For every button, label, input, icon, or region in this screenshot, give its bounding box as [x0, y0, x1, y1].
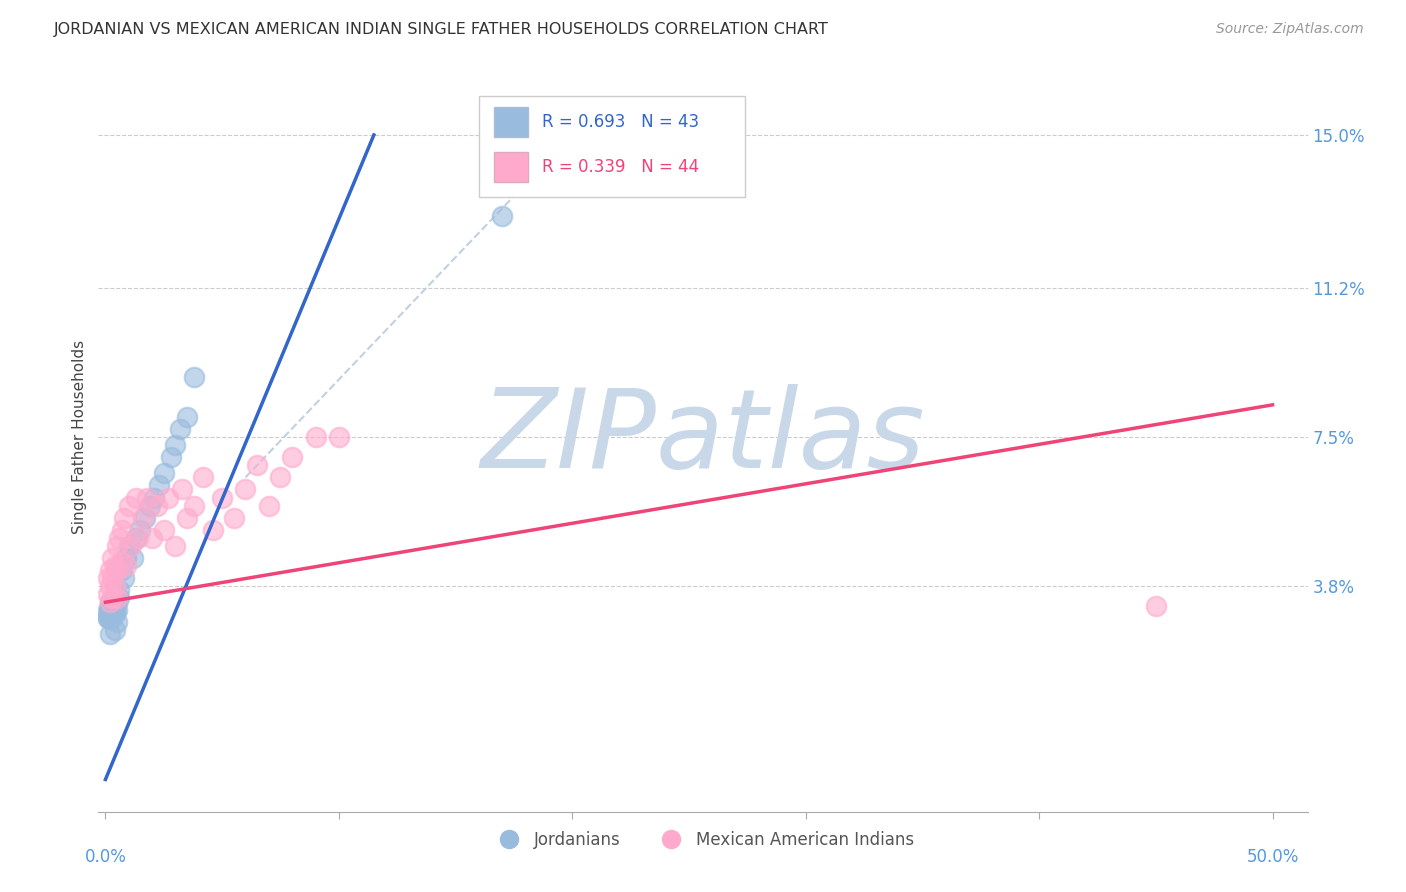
- Point: [152, 523, 174, 537]
- Point: [104, 603, 127, 617]
- Point: [97, 611, 120, 625]
- Point: [111, 555, 134, 569]
- Text: Source: ZipAtlas.com: Source: ZipAtlas.com: [1216, 22, 1364, 37]
- Point: [125, 491, 148, 505]
- Point: [98, 611, 121, 625]
- Point: [328, 430, 350, 444]
- Point: [97, 603, 120, 617]
- Point: [115, 559, 138, 574]
- Point: [112, 510, 135, 524]
- Point: [98, 627, 121, 641]
- Point: [193, 470, 215, 484]
- Point: [111, 563, 134, 577]
- Point: [165, 539, 187, 553]
- Point: [235, 483, 257, 497]
- Point: [98, 603, 121, 617]
- Point: [98, 599, 121, 614]
- Text: 0.0%: 0.0%: [84, 848, 127, 866]
- Y-axis label: Single Father Households: Single Father Households: [72, 340, 87, 534]
- Point: [97, 611, 120, 625]
- Point: [165, 438, 187, 452]
- Point: [269, 470, 291, 484]
- Point: [148, 478, 170, 492]
- Point: [176, 409, 198, 424]
- Point: [122, 550, 145, 565]
- Point: [105, 563, 128, 577]
- Point: [201, 523, 224, 537]
- Point: [97, 571, 120, 585]
- Point: [108, 583, 131, 598]
- Point: [111, 555, 134, 569]
- Point: [108, 531, 131, 545]
- Point: [157, 491, 180, 505]
- Point: [211, 491, 233, 505]
- Point: [97, 587, 120, 601]
- Point: [169, 422, 191, 436]
- Point: [132, 510, 155, 524]
- Point: [104, 624, 127, 638]
- Point: [105, 539, 128, 553]
- Point: [222, 510, 245, 524]
- Point: [183, 369, 205, 384]
- Point: [152, 467, 174, 481]
- Point: [98, 595, 121, 609]
- Point: [1144, 599, 1167, 614]
- Text: ZIPatlas: ZIPatlas: [481, 384, 925, 491]
- Point: [491, 209, 513, 223]
- FancyBboxPatch shape: [494, 107, 527, 137]
- Point: [104, 607, 127, 622]
- Point: [118, 499, 141, 513]
- Point: [101, 603, 124, 617]
- Point: [257, 499, 280, 513]
- Point: [105, 615, 128, 630]
- Legend: Jordanians, Mexican American Indians: Jordanians, Mexican American Indians: [485, 824, 921, 855]
- Point: [304, 430, 326, 444]
- Text: R = 0.339   N = 44: R = 0.339 N = 44: [543, 159, 699, 177]
- Point: [104, 599, 127, 614]
- Point: [176, 510, 198, 524]
- Point: [125, 531, 148, 545]
- Point: [246, 458, 269, 473]
- Point: [129, 523, 152, 537]
- Point: [112, 571, 135, 585]
- Point: [101, 607, 124, 622]
- Point: [115, 550, 138, 565]
- Point: [159, 450, 181, 465]
- Point: [97, 607, 120, 622]
- Text: JORDANIAN VS MEXICAN AMERICAN INDIAN SINGLE FATHER HOUSEHOLDS CORRELATION CHART: JORDANIAN VS MEXICAN AMERICAN INDIAN SIN…: [53, 22, 828, 37]
- Point: [108, 591, 131, 606]
- Point: [134, 510, 156, 524]
- Point: [101, 591, 124, 606]
- Point: [111, 523, 134, 537]
- Point: [98, 607, 121, 622]
- Point: [143, 491, 166, 505]
- Point: [172, 483, 194, 497]
- Point: [105, 591, 128, 606]
- Point: [141, 531, 163, 545]
- FancyBboxPatch shape: [479, 96, 745, 197]
- Point: [281, 450, 304, 465]
- Point: [127, 531, 149, 545]
- Point: [104, 579, 127, 593]
- Point: [101, 595, 124, 609]
- Point: [105, 603, 128, 617]
- Point: [98, 595, 121, 609]
- FancyBboxPatch shape: [494, 153, 527, 182]
- Point: [101, 550, 124, 565]
- Point: [101, 599, 124, 614]
- Point: [98, 579, 121, 593]
- Point: [146, 499, 169, 513]
- Text: 50.0%: 50.0%: [1246, 848, 1299, 866]
- Point: [120, 539, 142, 553]
- Point: [183, 499, 205, 513]
- Point: [104, 559, 127, 574]
- Point: [101, 611, 124, 625]
- Point: [98, 563, 121, 577]
- Point: [101, 571, 124, 585]
- Point: [118, 539, 141, 553]
- Point: [139, 499, 162, 513]
- Point: [105, 595, 128, 609]
- Text: R = 0.693   N = 43: R = 0.693 N = 43: [543, 113, 699, 131]
- Point: [136, 491, 159, 505]
